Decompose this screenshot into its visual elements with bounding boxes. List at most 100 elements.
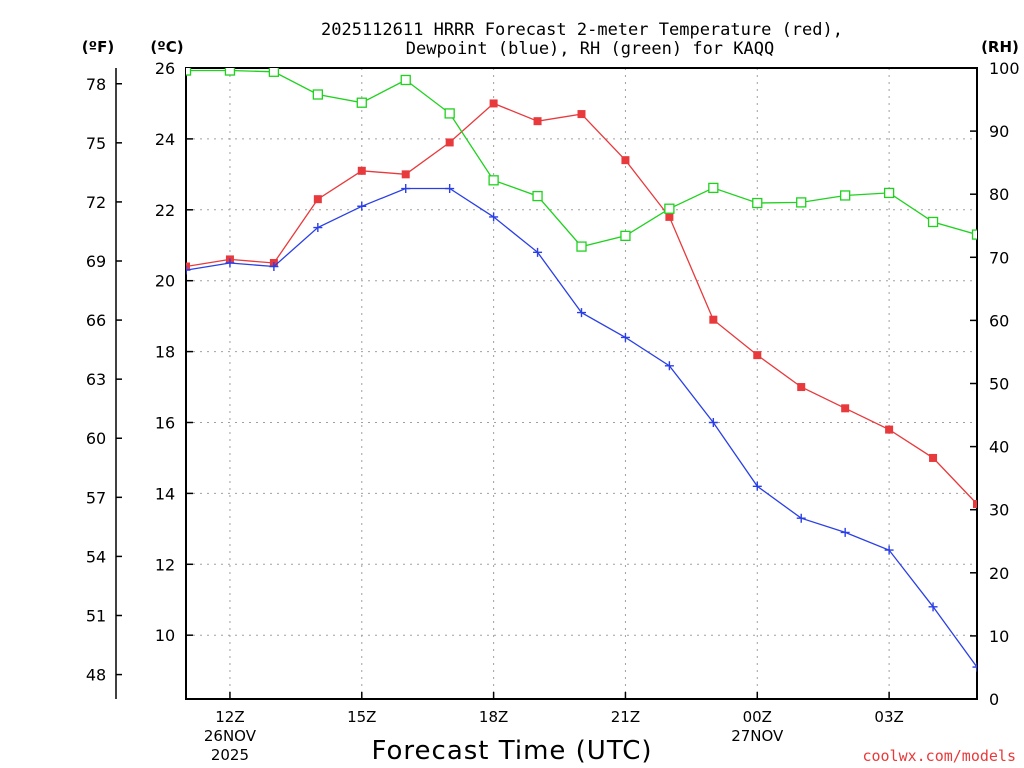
fahrenheit-tick-label: 69 — [86, 252, 106, 271]
fahrenheit-tick-label: 63 — [86, 370, 106, 389]
data-series — [186, 68, 977, 672]
fahrenheit-tick-label: 66 — [86, 311, 106, 330]
rh-data-point — [708, 182, 719, 194]
rh-tick-label: 80 — [989, 185, 1009, 204]
rh-data-point — [927, 216, 939, 228]
rh-tick-label: 100 — [989, 59, 1020, 78]
temperature-data-point — [401, 170, 410, 179]
fahrenheit-tick-label: 48 — [86, 666, 106, 685]
rh-data-point — [620, 230, 631, 241]
rh-data-point — [312, 89, 323, 100]
rh-data-point — [356, 97, 367, 108]
temperature-data-point — [797, 383, 806, 392]
dewpoint-data-point — [708, 417, 718, 427]
dewpoint-data-point — [445, 184, 455, 194]
temperature-data-point — [186, 262, 190, 271]
dewpoint-data-point — [313, 223, 323, 233]
dewpoint-data-point — [401, 184, 411, 194]
temperature-data-point — [357, 166, 366, 175]
dewpoint-data-point — [840, 527, 850, 537]
celsius-tick-label: 26 — [155, 59, 175, 78]
rh-tick-label: 40 — [989, 438, 1009, 457]
x-tick-date-label: 26NOV — [204, 727, 257, 745]
dewpoint-data-point — [972, 662, 977, 672]
dewpoint-data-point — [186, 265, 191, 275]
rh-data-point — [576, 241, 587, 252]
temperature-data-point — [577, 110, 586, 119]
celsius-tick-label: 20 — [155, 272, 175, 291]
site-credit: coolwx.com/models — [862, 747, 1016, 765]
dewpoint-data-point — [533, 247, 543, 257]
fahrenheit-tick-label: 54 — [86, 547, 106, 566]
fahrenheit-tick-label: 78 — [86, 75, 106, 94]
rh-data-point — [444, 108, 455, 119]
rh-data-point — [883, 187, 895, 199]
rh-data-point — [268, 68, 280, 77]
temperature-data-point — [709, 315, 718, 324]
celsius-tick-label: 16 — [155, 413, 175, 432]
rh-tick-label: 10 — [989, 627, 1009, 646]
fahrenheit-tick-label: 75 — [86, 134, 106, 153]
celsius-unit-label: (ºC) — [150, 38, 183, 56]
rh-data-point — [664, 203, 675, 214]
dewpoint-data-point — [752, 481, 762, 491]
rh-tick-label: 30 — [989, 501, 1009, 520]
fahrenheit-tick-label: 60 — [86, 429, 106, 448]
dewpoint-data-point — [577, 308, 586, 318]
rh-tick-label: 20 — [989, 564, 1009, 583]
temperature-data-point — [621, 156, 630, 165]
rh-data-point — [532, 190, 543, 202]
temperature-data-point — [929, 453, 938, 462]
x-tick-label: 18Z — [479, 708, 508, 726]
temperature-data-point — [753, 351, 762, 360]
dewpoint-data-point — [664, 361, 674, 371]
celsius-tick-label: 24 — [155, 130, 175, 149]
dewpoint-data-point — [225, 258, 235, 268]
dewpoint-data-point — [269, 262, 279, 272]
rh-data-point — [752, 197, 763, 209]
rh-data-point — [971, 229, 977, 240]
celsius-tick-label: 12 — [155, 555, 175, 574]
chart-title-line2: Dewpoint (blue), RH (green) for KAQQ — [406, 39, 774, 59]
x-tick-label: 00Z — [743, 708, 772, 726]
rh-unit-label: (RH) — [981, 38, 1019, 56]
fahrenheit-tick-label: 57 — [86, 488, 106, 507]
grid-lines — [186, 67, 977, 699]
temperature-data-point — [841, 404, 850, 413]
fahrenheit-tick-label: 72 — [86, 193, 106, 212]
fahrenheit-tick-label: 51 — [86, 606, 106, 625]
x-tick-label: 21Z — [611, 708, 640, 726]
rh-data-point — [488, 175, 499, 186]
dewpoint-data-point — [620, 332, 630, 342]
dewpoint-data-point — [357, 201, 367, 211]
rh-data-point — [796, 197, 807, 208]
x-tick-date-label: 27NOV — [731, 727, 784, 745]
rh-tick-label: 70 — [989, 248, 1009, 267]
plot-frame — [185, 67, 978, 700]
rh-data-point — [224, 68, 236, 76]
celsius-tick-label: 10 — [155, 626, 175, 645]
x-tick-label: 15Z — [347, 708, 376, 726]
temperature-series-line — [186, 102, 977, 505]
temperature-data-point — [665, 212, 674, 221]
temperature-data-point — [973, 500, 977, 509]
rh-data-point — [840, 190, 851, 201]
dewpoint-data-point — [928, 602, 938, 612]
chart-title-line1: 2025112611 HRRR Forecast 2-meter Tempera… — [321, 20, 843, 40]
rh-data-point — [400, 74, 411, 86]
rh-data-point — [186, 68, 192, 76]
temperature-data-point — [313, 195, 322, 204]
axes: 48 51 54 57 60 63 66 69 72 75 78 10 12 14 16 18 20 22 24 26… — [86, 59, 1020, 764]
dewpoint-data-point — [884, 545, 894, 555]
temperature-data-point — [885, 425, 894, 434]
celsius-tick-label: 14 — [155, 484, 175, 503]
dewpoint-data-point — [489, 212, 499, 222]
temperature-data-point — [445, 138, 454, 147]
rh-tick-label: 50 — [989, 375, 1009, 394]
x-tick-year-label: 2025 — [211, 746, 249, 764]
rh-series-line — [186, 69, 977, 248]
fahrenheit-unit-label: (ºF) — [82, 38, 114, 56]
dewpoint-data-point — [796, 513, 806, 523]
celsius-tick-label: 22 — [155, 201, 175, 220]
